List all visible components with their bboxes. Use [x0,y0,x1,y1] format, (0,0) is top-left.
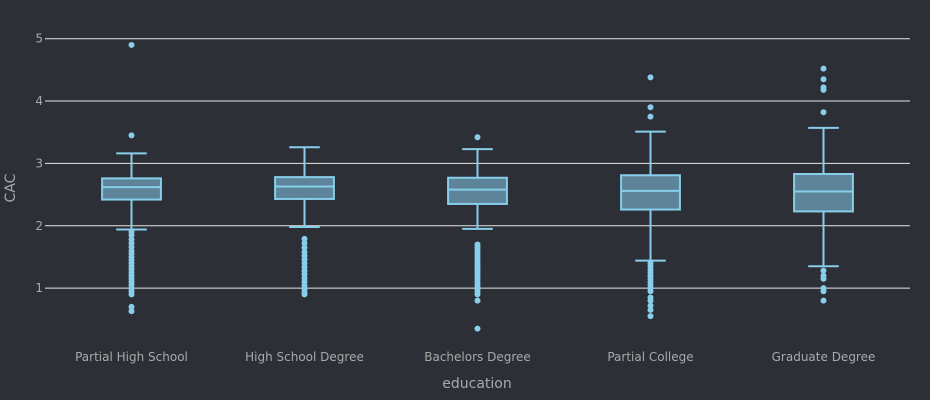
box-group-0 [101,41,162,315]
outlier-point [474,297,481,304]
outlier-point [474,325,481,332]
outlier-point [128,232,135,239]
x-axis-title: education [442,376,511,392]
outlier-point [128,291,135,298]
outlier-point [301,235,308,242]
box-group-2 [447,134,508,332]
iqr-box [793,173,854,213]
x-tick-label: Graduate Degree [772,350,876,364]
outlier-point [474,291,481,298]
iqr-box [101,177,162,201]
x-tick-label: Partial High School [75,350,188,364]
y-tick-label: 3 [35,156,43,170]
box-group-3 [620,74,681,320]
outlier-point [128,41,135,48]
box-group-4 [793,65,854,304]
y-tick-label: 5 [35,32,43,46]
x-tick-label: Bachelors Degree [424,350,531,364]
outlier-point [820,275,827,282]
outlier-point [647,302,654,309]
iqr-box [620,174,681,211]
outlier-point [647,74,654,81]
y-tick-label: 2 [35,219,43,233]
outlier-point [647,104,654,111]
iqr-box [274,176,335,200]
y-axis-title: CAC [3,173,19,202]
y-tick-label: 4 [35,94,43,108]
outlier-point [820,297,827,304]
outlier-point [301,244,308,251]
outlier-point [301,240,308,247]
outlier-point [128,303,135,310]
outlier-point [820,288,827,295]
outlier-point [474,134,481,141]
x-tick-label: Partial College [607,350,693,364]
outlier-point [820,267,827,274]
outlier-point [647,297,654,304]
box-series [101,41,854,332]
outlier-point [647,288,654,295]
outlier-point [128,132,135,139]
iqr-box [447,176,508,205]
outlier-point [128,308,135,315]
y-tick-label: 1 [35,281,43,295]
y-tick-labels: 1 2 3 4 5 [35,32,43,295]
x-tick-labels: Partial High School High School Degree Bac… [75,350,875,364]
outlier-point [820,76,827,83]
outlier-point [820,109,827,116]
box-group-1 [274,146,335,298]
outlier-point [647,306,654,313]
outlier-point [301,291,308,298]
outlier-point [820,86,827,93]
outlier-point [820,65,827,72]
x-tick-label: High School Degree [245,350,364,364]
outlier-point [647,313,654,320]
outlier-point [647,113,654,120]
